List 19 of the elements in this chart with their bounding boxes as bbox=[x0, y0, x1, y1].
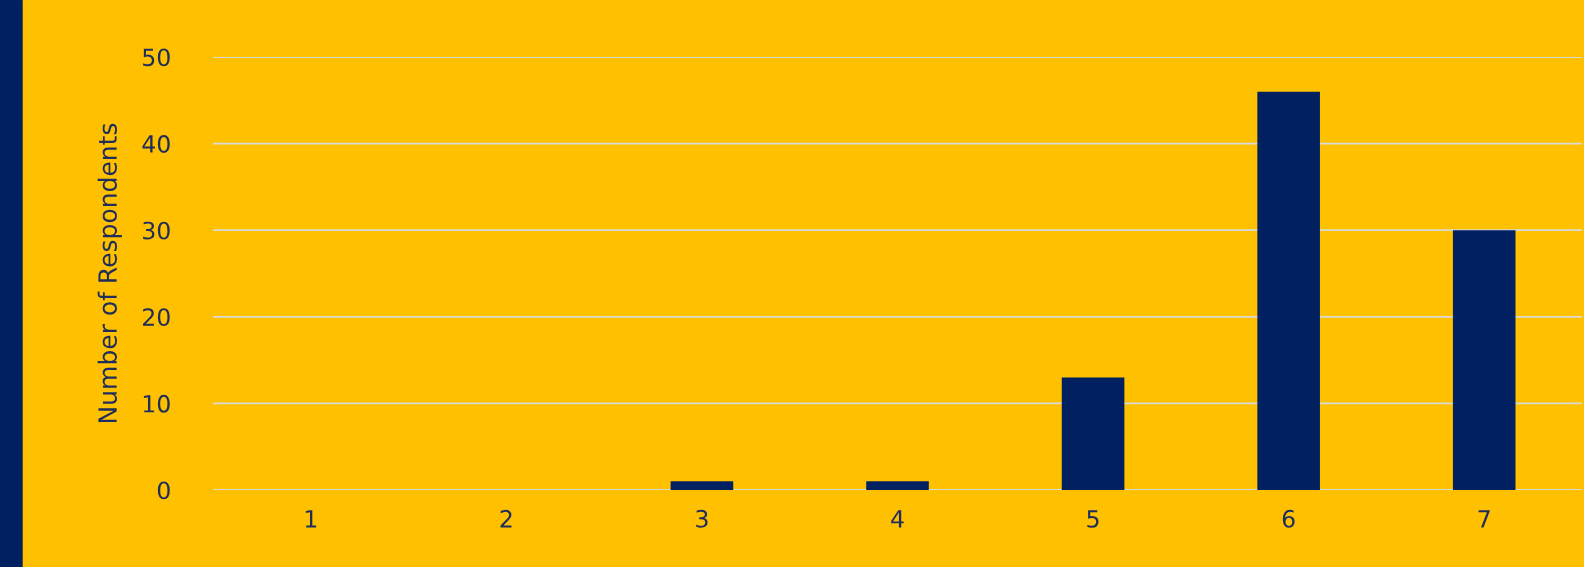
x-tick-label: 1 bbox=[305, 510, 317, 528]
bar bbox=[1452, 230, 1516, 490]
y-axis-title: Number of Respondents bbox=[97, 123, 122, 423]
bar bbox=[1257, 91, 1320, 490]
x-tick-label: 7 bbox=[1478, 510, 1490, 528]
x-tick-label: 2 bbox=[500, 509, 512, 528]
x-tick-label: 4 bbox=[891, 510, 904, 528]
y-tick-label: 10 bbox=[143, 394, 170, 413]
y-tick-label: 0 bbox=[157, 481, 170, 500]
y-tick-label: 50 bbox=[143, 48, 170, 67]
bar bbox=[866, 481, 929, 490]
x-tick-label: 6 bbox=[1282, 509, 1295, 528]
y-tick-label: 20 bbox=[143, 308, 170, 327]
x-tick-label: 5 bbox=[1087, 510, 1099, 528]
y-tick-label: 40 bbox=[142, 135, 170, 153]
x-tick-label: 3 bbox=[696, 509, 708, 528]
bar bbox=[670, 481, 734, 490]
bar bbox=[1061, 377, 1125, 490]
y-tick-label: 30 bbox=[143, 221, 170, 240]
